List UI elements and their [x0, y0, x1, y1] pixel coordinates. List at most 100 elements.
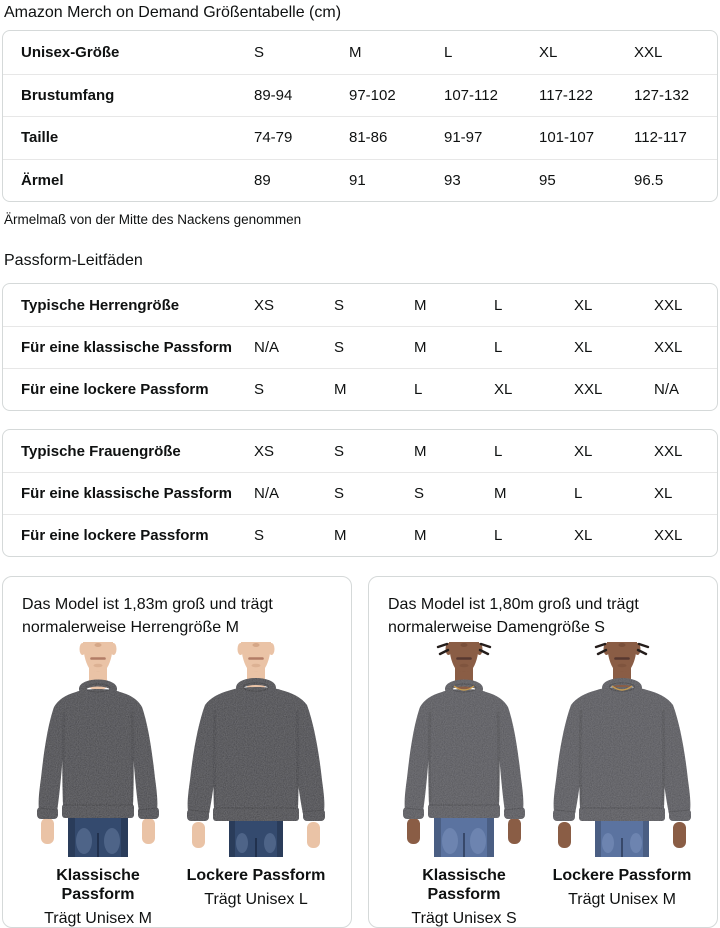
classic-fit-column: Klassische Passform Trägt Unisex M [19, 642, 177, 928]
row-label: Für eine lockere Passform [21, 527, 209, 544]
row-label: Typische Frauengröße [21, 442, 181, 460]
table-cell: 112-117 [634, 129, 687, 147]
women-fit-table: Typische Frauengröße XS S M L XL XXL Für… [2, 429, 718, 557]
table-cell: 74-79 [254, 129, 293, 147]
row-label: Taille [21, 129, 59, 147]
table-cell: XS [254, 442, 275, 460]
table-cell: 89-94 [254, 86, 293, 104]
row-label: Typische Herrengröße [21, 296, 180, 314]
table-cell: S [334, 485, 345, 502]
table-cell: L [574, 485, 583, 502]
table-cell: S [334, 296, 345, 314]
loose-fit-column: Lockere Passform Trägt Unisex M [543, 642, 701, 928]
table-cell: L [444, 43, 453, 61]
table-cell: XXL [574, 381, 603, 398]
table-cell: XXL [654, 527, 683, 544]
table-cell: XS [254, 296, 275, 314]
page-title: Amazon Merch on Demand Größentabelle (cm… [4, 4, 342, 21]
table-cell: S [414, 485, 425, 502]
fit-guides-title: Passform-Leitfäden [4, 252, 143, 269]
table-cell: M [334, 527, 347, 544]
size-worn-label: Trägt Unisex M [568, 891, 676, 908]
table-cell: N/A [254, 339, 280, 356]
table-cell: M [414, 442, 427, 460]
table-cell: 89 [254, 171, 271, 189]
table-cell: S [254, 43, 265, 61]
table-cell: XXL [634, 43, 663, 61]
size-worn-label: Trägt Unisex S [411, 910, 517, 927]
table-cell: 81-86 [349, 129, 388, 147]
table-cell: 127-132 [634, 86, 690, 104]
classic-fit-column: Klassische Passform Trägt Unisex S [385, 642, 543, 928]
loose-fit-column: Lockere Passform Trägt Unisex L [177, 642, 335, 928]
table-cell: S [254, 381, 265, 398]
table-cell: M [414, 296, 427, 314]
table-cell: S [334, 442, 345, 460]
table-row: Typische Herrengröße XS S M L XL XXL [3, 284, 717, 326]
table-cell: XL [539, 43, 558, 61]
table-cell: 95 [539, 171, 556, 189]
table-row: Ärmel 89 91 93 95 96.5 [3, 158, 717, 202]
table-cell: L [494, 339, 503, 356]
female-model-classic-fit-sweatshirt-photo [389, 642, 539, 857]
photo-row: Klassische Passform Trägt Unisex S Locke… [385, 642, 701, 928]
row-label: Brustumfang [21, 86, 115, 104]
female-model-loose-fit-sweatshirt-photo [547, 642, 697, 857]
table-cell: S [334, 339, 345, 356]
table-cell: XL [574, 442, 593, 460]
table-cell: M [349, 43, 362, 61]
model-description: Das Model ist 1,80m groß und trägt norma… [388, 596, 639, 636]
table-cell: L [414, 381, 423, 398]
table-cell: L [494, 527, 503, 544]
table-row: Für eine lockere Passform S M L XL XXL N… [3, 368, 717, 410]
fit-label: Lockere Passform [186, 867, 326, 884]
table-cell: N/A [254, 485, 280, 502]
table-cell: 96.5 [634, 171, 664, 189]
table-cell: M [494, 485, 507, 502]
table-row: Für eine lockere Passform S M M L XL XXL [3, 514, 717, 556]
model-description: Das Model ist 1,83m groß und trägt norma… [22, 596, 273, 636]
table-cell: XL [574, 339, 593, 356]
table-row: Brustumfang 89-94 97-102 107-112 117-122… [3, 73, 717, 117]
size-worn-label: Trägt Unisex M [44, 910, 152, 927]
table-cell: 91-97 [444, 129, 483, 147]
table-cell: 101-107 [539, 129, 595, 147]
row-label: Für eine klassische Passform [21, 339, 232, 356]
unisex-size-table: Unisex-Größe S M L XL XXL Brustumfang 89… [2, 30, 718, 202]
table-cell: M [414, 339, 427, 356]
table-row: Typische Frauengröße XS S M L XL XXL [3, 430, 717, 472]
fit-label: Klassische Passform [56, 867, 140, 903]
row-label: Für eine lockere Passform [21, 381, 209, 398]
fit-label: Lockere Passform [552, 867, 692, 884]
table-cell: XXL [654, 296, 683, 314]
row-label: Unisex-Größe [21, 43, 120, 61]
table-cell: M [334, 381, 347, 398]
table-cell: S [254, 527, 265, 544]
photo-row: Klassische Passform Trägt Unisex M Locke… [19, 642, 335, 928]
women-model-card: Das Model ist 1,80m groß und trägt norma… [368, 576, 718, 928]
table-cell: 107-112 [444, 86, 498, 104]
table-cell: 91 [349, 171, 366, 189]
men-model-card: Das Model ist 1,83m groß und trägt norma… [2, 576, 352, 928]
men-fit-table: Typische Herrengröße XS S M L XL XXL Für… [2, 283, 718, 411]
table-cell: XL [654, 485, 673, 502]
table-cell: M [414, 527, 427, 544]
table-row: Taille 74-79 81-86 91-97 101-107 112-117 [3, 116, 717, 159]
table-cell: XXL [654, 339, 683, 356]
table-cell: XXL [654, 442, 683, 460]
table-cell: L [494, 442, 503, 460]
table-cell: XL [574, 296, 593, 314]
table-row: Für eine klassische Passform N/A S S M L… [3, 472, 717, 514]
sleeve-measure-note: Ärmelmaß von der Mitte des Nackens genom… [4, 212, 302, 227]
table-cell: L [494, 296, 503, 314]
fit-label: Klassische Passform [422, 867, 506, 903]
table-cell: XL [574, 527, 593, 544]
table-row: Unisex-Größe S M L XL XXL [3, 31, 717, 74]
table-cell: XL [494, 381, 513, 398]
row-label: Ärmel [21, 171, 64, 189]
table-row: Für eine klassische Passform N/A S M L X… [3, 326, 717, 368]
male-model-loose-fit-sweatshirt-photo [181, 642, 331, 857]
table-cell: 97-102 [349, 86, 396, 104]
model-cards: Das Model ist 1,83m groß und trägt norma… [2, 576, 718, 928]
